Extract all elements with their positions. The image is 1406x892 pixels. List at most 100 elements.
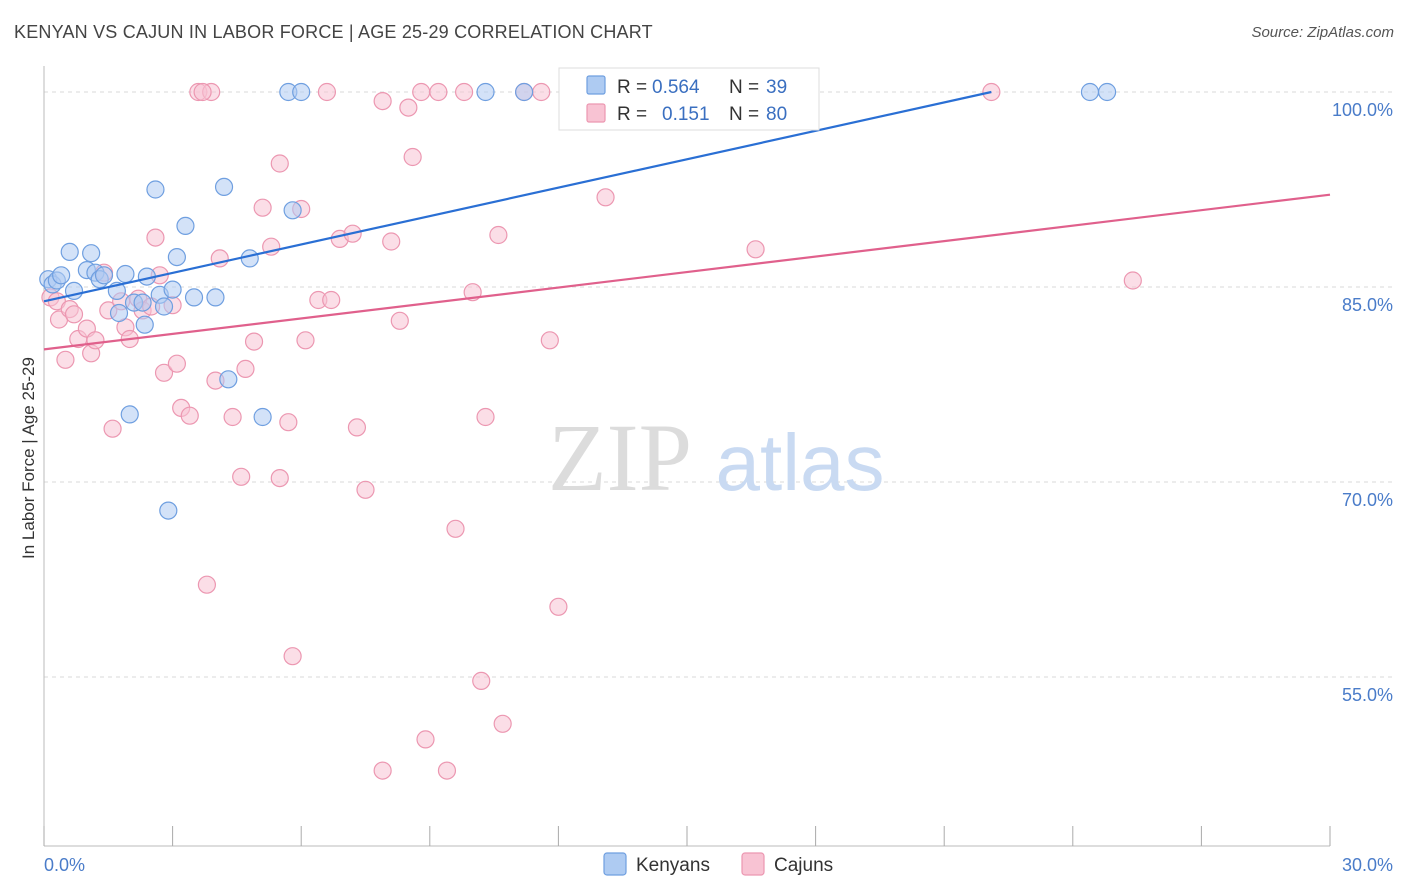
cajun-point xyxy=(403,147,422,167)
cajun-point xyxy=(382,232,401,251)
bottom-legend-label-kenyans: Kenyans xyxy=(636,855,710,876)
kenyan-point xyxy=(159,501,178,520)
x-tick-labels: 0.0% 30.0% xyxy=(44,855,1393,875)
kenyan-point xyxy=(154,297,174,316)
kenyan-point xyxy=(240,249,259,268)
kenyan-trendline xyxy=(43,90,992,303)
cajun-point xyxy=(56,350,75,369)
y-tick-label-1: 85.0% xyxy=(1342,295,1393,315)
cajun-point xyxy=(446,519,465,538)
axes xyxy=(43,66,1331,847)
y-tick-label-0: 100.0% xyxy=(1332,100,1393,120)
kenyan-point xyxy=(283,201,302,220)
cajun-point xyxy=(322,290,341,310)
legend-n-label-cajuns: N = xyxy=(729,104,759,125)
legend-r-value-kenyans: 0.564 xyxy=(652,77,700,98)
trendlines xyxy=(43,90,1331,351)
cajun-point xyxy=(1123,271,1142,290)
cajun-point xyxy=(347,418,367,437)
cajun-point xyxy=(489,225,508,245)
legend-r-value-cajuns: 0.151 xyxy=(662,104,710,125)
cajun-point xyxy=(596,188,615,207)
legend-n-label-kenyans: N = xyxy=(729,77,759,98)
x-tick-label-1: 30.0% xyxy=(1342,855,1393,875)
cajun-point xyxy=(146,228,165,247)
kenyan-point xyxy=(515,82,534,102)
cajun-point xyxy=(399,98,418,117)
correlation-legend: R = 0.564 N = 39 R = 0.151 N = 80 xyxy=(558,67,820,131)
legend-r-label-kenyans: R = xyxy=(617,77,647,98)
legend-n-value-kenyans: 39 xyxy=(766,77,787,98)
kenyan-point xyxy=(167,248,186,267)
cajun-point xyxy=(193,82,212,102)
kenyan-point xyxy=(214,177,234,196)
y-axis-title: In Labor Force | Age 25-29 xyxy=(19,357,38,559)
cajun-point xyxy=(532,82,551,102)
chart-title: KENYAN VS CAJUN IN LABOR FORCE | AGE 25-… xyxy=(14,22,653,42)
cajun-point xyxy=(283,647,302,666)
cajun-point xyxy=(373,91,392,111)
y-tick-labels: 100.0% 85.0% 70.0% 55.0% xyxy=(1332,100,1393,705)
kenyan-point xyxy=(146,180,165,199)
kenyan-point xyxy=(176,216,195,235)
cajun-point xyxy=(232,467,251,486)
kenyan-point xyxy=(109,303,129,323)
kenyan-point xyxy=(184,288,204,307)
kenyan-point xyxy=(135,315,154,334)
cajun-point xyxy=(154,363,174,382)
legend-swatch-kenyans xyxy=(586,75,606,95)
kenyan-point xyxy=(1080,82,1100,102)
cajun-point xyxy=(454,82,474,102)
y-tick-label-3: 55.0% xyxy=(1342,685,1393,705)
cajun-point xyxy=(270,154,289,173)
kenyan-point xyxy=(82,244,101,263)
watermark-zip: ZIP xyxy=(548,404,692,511)
cajun-point xyxy=(279,413,298,432)
cajun-point xyxy=(746,240,765,259)
kenyan-point xyxy=(133,293,152,312)
kenyan-point xyxy=(1097,82,1117,102)
kenyan-point xyxy=(292,82,311,102)
cajun-point xyxy=(64,305,84,324)
series-legend: Kenyans Cajuns xyxy=(603,852,833,876)
cajun-point xyxy=(429,82,448,102)
cajun-point xyxy=(476,407,495,427)
cajun-point xyxy=(253,198,272,217)
cajun-point xyxy=(223,407,242,427)
cajun-point xyxy=(167,354,186,373)
cajun-point xyxy=(373,761,392,780)
cajun-point xyxy=(540,331,559,350)
cajun-point xyxy=(390,311,409,330)
cajun-trendline xyxy=(43,193,1331,351)
bottom-legend-label-cajuns: Cajuns xyxy=(774,855,833,876)
cajun-point xyxy=(416,730,435,749)
kenyan-points xyxy=(39,82,1117,520)
kenyan-point xyxy=(52,266,71,285)
cajun-point xyxy=(197,575,216,594)
kenyan-point xyxy=(219,370,238,389)
cajun-point xyxy=(180,406,199,425)
cajun-point xyxy=(244,332,264,351)
cajun-point xyxy=(493,714,512,733)
gridlines xyxy=(44,91,1392,678)
kenyan-point xyxy=(163,280,182,299)
kenyan-point xyxy=(60,242,79,261)
kenyan-point xyxy=(116,264,135,284)
cajun-point xyxy=(86,331,105,350)
cajun-point xyxy=(270,469,289,488)
watermark-atlas: atlas xyxy=(716,418,885,507)
cajun-point xyxy=(296,331,315,350)
kenyan-point xyxy=(253,407,272,427)
legend-n-value-cajuns: 80 xyxy=(766,104,787,125)
kenyan-point xyxy=(206,288,225,307)
kenyan-point xyxy=(94,266,114,285)
cajun-point xyxy=(317,82,337,102)
kenyan-point xyxy=(476,82,495,102)
watermark: ZIP atlas xyxy=(548,404,884,511)
cajun-point xyxy=(103,419,122,438)
source-label: Source: ZipAtlas.com xyxy=(1251,24,1394,41)
cajun-point xyxy=(437,761,457,780)
cajun-point xyxy=(356,480,375,499)
cajun-point xyxy=(472,671,491,691)
y-tick-label-2: 70.0% xyxy=(1342,490,1393,510)
